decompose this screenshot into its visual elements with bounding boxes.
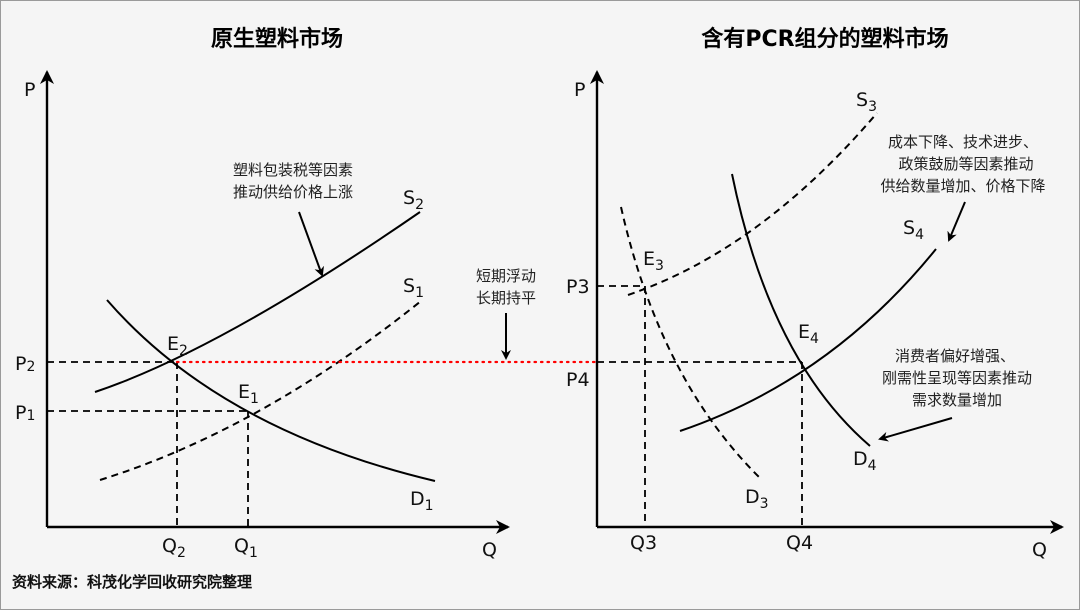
demand-annotation-line-2: 刚需性呈现等因素推动 [882,369,1032,387]
label-s2: S2 [403,187,424,213]
label-p4: P4 [566,369,590,391]
label-e1: E1 [238,381,259,407]
middle-annotation-line-2: 长期持平 [476,289,536,307]
right-panel-title: 含有PCR组分的塑料市场 [701,26,948,52]
label-d1: D1 [410,488,434,514]
label-q3: Q3 [630,532,657,554]
supply-annotation-line-2: 政策鼓励等因素推动 [898,155,1033,173]
arrow-icon [878,417,953,442]
supply-annotation-line-3: 供给数量增加、价格下降 [880,177,1045,195]
demand-curve-d1 [106,299,436,482]
right-y-axis-label: P [574,79,585,101]
arrow-icon [947,201,966,242]
label-s3: S3 [856,89,877,115]
label-p2: P2 [15,353,35,375]
label-d3: D3 [745,486,769,512]
tax-annotation-line-1: 塑料包装税等因素 [233,161,353,179]
tax-annotation-line-2: 推动供给价格上涨 [233,183,353,201]
label-p1: P1 [15,402,35,424]
left-panel: P Q S2 S1 D1 E2 E1 P2 P1 Q2 Q1 塑料包装税等因素 … [15,70,510,561]
label-e2: E2 [167,333,188,359]
label-p3: P3 [566,276,590,298]
label-q1: Q1 [234,535,258,561]
supply-annotation-line-1: 成本下降、技术进步、 [888,133,1038,151]
demand-annotation-line-1: 消费者偏好增强、 [895,347,1015,365]
label-q4: Q4 [786,532,813,554]
left-panel-title: 原生塑料市场 [211,26,343,52]
supply-curve-s3 [627,112,878,296]
right-x-axis-label: Q [1032,539,1047,561]
middle-annotation-line-1: 短期浮动 [476,267,536,285]
label-s4: S4 [903,217,924,243]
label-s1: S1 [403,275,424,301]
label-e3: E3 [643,248,664,274]
demand-curve-d4 [731,173,871,447]
left-y-axis-label: P [24,79,35,101]
demand-curve-d3 [620,206,762,480]
supply-curve-s1 [99,300,422,481]
label-d4: D4 [853,448,877,474]
supply-curve-s2 [94,211,421,393]
left-x-axis-label: Q [482,539,497,561]
label-q2: Q2 [162,535,186,561]
demand-annotation-line-3: 需求数量增加 [912,391,1002,409]
arrow-icon [298,211,324,277]
right-panel: P Q S3 S4 D3 D4 E3 E4 P3 P4 Q3 Q4 成本下降、技… [566,70,1064,561]
source-note: 资料来源：科茂化学回收研究院整理 [12,573,252,591]
label-e4: E4 [798,321,819,347]
supply-curve-s4 [679,248,937,432]
